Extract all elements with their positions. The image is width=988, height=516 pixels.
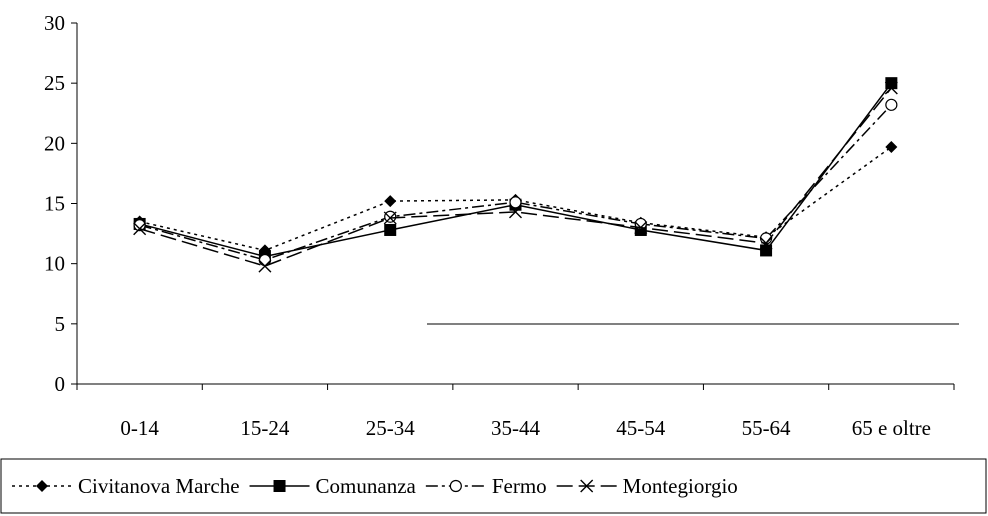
series-montegiorgio <box>133 81 898 273</box>
series-fermo <box>133 98 898 267</box>
legend-item-comunanza: Comunanza <box>249 474 417 498</box>
x-tick-label: 65 e oltre <box>852 416 931 440</box>
legend-items: Civitanova Marche Comunanza Fermo Montegior… <box>12 474 738 498</box>
y-tick-label: 20 <box>44 131 65 155</box>
series-line-fermo <box>139 104 892 261</box>
legend-item-fermo: Fermo <box>425 474 547 498</box>
data-point <box>384 210 397 223</box>
series-comunanza <box>133 77 898 263</box>
x-tick-label: 0-14 <box>120 416 159 440</box>
y-tick-label: 5 <box>55 312 66 336</box>
data-point <box>759 236 773 250</box>
data-point <box>760 244 773 257</box>
series-layer <box>133 77 898 273</box>
data-point <box>258 259 272 273</box>
plot-area: 0 5 10 15 20 25 30 0-14 15-24 25-34 35-44 45-54 55-… <box>44 11 959 440</box>
legend-marker <box>449 479 462 493</box>
data-point <box>509 205 522 219</box>
x-tick-label: 45-54 <box>616 416 665 440</box>
data-point <box>384 195 397 208</box>
y-tick-label: 15 <box>44 192 65 216</box>
data-point <box>885 98 898 111</box>
legend-item-civitanova-marche: Civitanova Marche <box>12 474 240 498</box>
x-axis-ticks: 0-14 15-24 25-34 35-44 45-54 55-64 65 e oltre <box>76 384 955 440</box>
x-tick-label: 35-44 <box>491 416 540 440</box>
y-tick-label: 0 <box>55 372 66 396</box>
y-tick-label: 30 <box>44 11 65 35</box>
legend-item-montegiorgio: Montegiorgio <box>556 474 738 498</box>
data-point <box>133 219 146 232</box>
x-tick-label: 55-64 <box>742 416 791 440</box>
series-line-montegiorgio <box>139 87 892 267</box>
legend-label: Civitanova Marche <box>78 474 240 498</box>
data-point <box>884 81 898 95</box>
x-tick-label: 15-24 <box>240 416 289 440</box>
y-tick-label: 10 <box>44 252 65 276</box>
legend-label: Comunanza <box>316 474 417 498</box>
legend-marker <box>273 480 286 492</box>
series-line-comunanza <box>139 82 892 258</box>
data-point <box>634 221 648 235</box>
legend: Civitanova Marche Comunanza Fermo Montegior… <box>0 458 987 514</box>
data-point <box>885 77 898 90</box>
data-point <box>509 196 522 209</box>
data-point <box>383 211 397 225</box>
data-point <box>133 222 147 236</box>
y-axis-ticks: 0 5 10 15 20 25 30 <box>44 11 77 396</box>
x-tick-label: 25-34 <box>366 416 415 440</box>
legend-marker <box>580 479 594 493</box>
data-point <box>885 140 898 153</box>
data-point <box>384 223 397 236</box>
legend-marker <box>36 480 48 492</box>
y-tick-label: 25 <box>44 71 65 95</box>
legend-label: Montegiorgio <box>623 474 738 498</box>
legend-box <box>0 458 987 514</box>
legend-label: Fermo <box>492 474 547 498</box>
